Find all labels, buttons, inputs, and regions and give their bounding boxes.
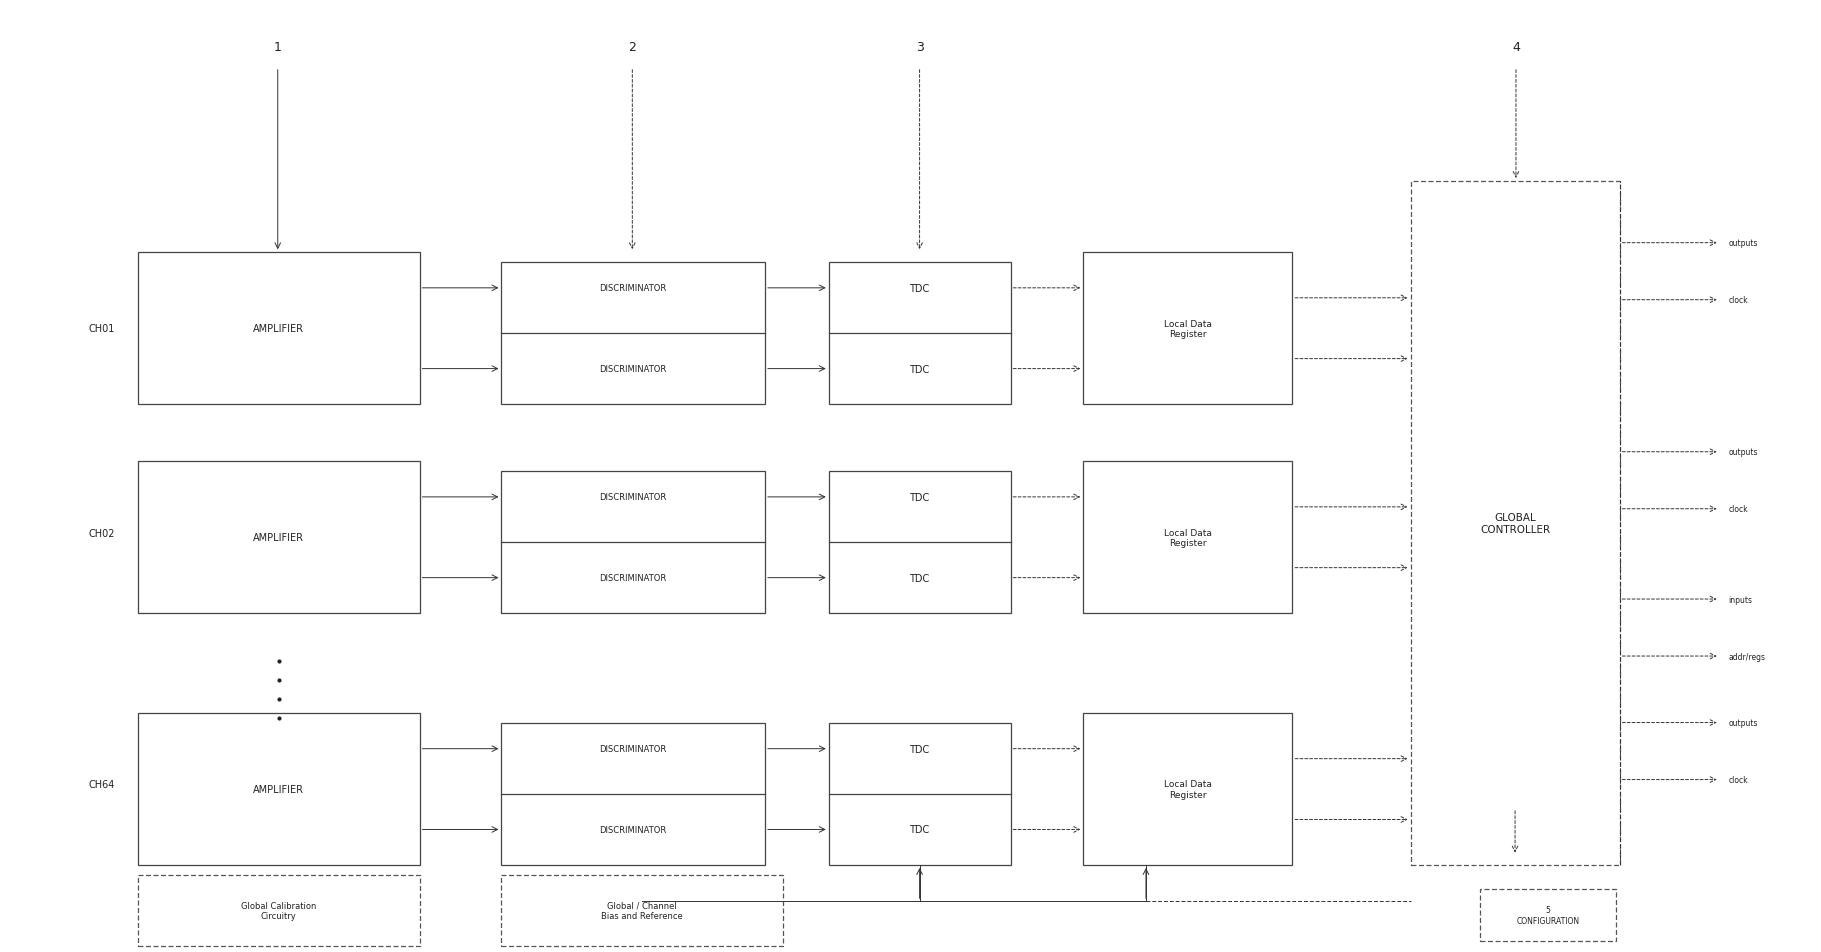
Text: CH02: CH02 (87, 528, 115, 538)
Bar (138, 462, 419, 614)
Text: 2: 2 (628, 41, 636, 53)
Text: Local Data
Register: Local Data Register (1164, 780, 1211, 799)
Text: clock: clock (1728, 775, 1748, 784)
Text: TDC: TDC (909, 284, 931, 293)
Text: Local Data
Register: Local Data Register (1164, 319, 1211, 339)
Text: DISCRIMINATOR: DISCRIMINATOR (599, 284, 666, 293)
Text: DISCRIMINATOR: DISCRIMINATOR (599, 744, 666, 753)
Bar (501, 723, 765, 865)
Bar (138, 713, 419, 865)
Text: clock: clock (1728, 505, 1748, 514)
Text: outputs: outputs (1728, 719, 1759, 727)
Text: CH64: CH64 (87, 780, 115, 789)
Text: DISCRIMINATOR: DISCRIMINATOR (599, 573, 666, 583)
Text: 3: 3 (916, 41, 923, 53)
Text: TDC: TDC (909, 824, 931, 835)
Text: clock: clock (1728, 296, 1748, 305)
Text: inputs: inputs (1728, 595, 1752, 604)
Text: AMPLIFIER: AMPLIFIER (253, 324, 304, 334)
Text: TDC: TDC (909, 744, 931, 754)
Text: 5
CONFIGURATION: 5 CONFIGURATION (1517, 905, 1579, 924)
Bar (829, 723, 1011, 865)
Bar (1480, 889, 1615, 942)
Text: AMPLIFIER: AMPLIFIER (253, 784, 304, 794)
Text: Local Data
Register: Local Data Register (1164, 528, 1211, 547)
Text: DISCRIMINATOR: DISCRIMINATOR (599, 825, 666, 834)
Text: outputs: outputs (1728, 239, 1759, 248)
Bar (1083, 713, 1293, 865)
Text: 1: 1 (273, 41, 282, 53)
Text: AMPLIFIER: AMPLIFIER (253, 533, 304, 543)
Text: outputs: outputs (1728, 447, 1759, 457)
Text: TDC: TDC (909, 492, 931, 503)
Text: GLOBAL
CONTROLLER: GLOBAL CONTROLLER (1480, 513, 1550, 534)
Text: TDC: TDC (909, 365, 931, 374)
Bar (829, 263, 1011, 405)
Text: DISCRIMINATOR: DISCRIMINATOR (599, 493, 666, 502)
Bar (501, 471, 765, 614)
Text: CH01: CH01 (87, 324, 115, 334)
Bar (1411, 182, 1619, 865)
Text: Global / Channel
Bias and Reference: Global / Channel Bias and Reference (601, 901, 683, 920)
Text: 4: 4 (1511, 41, 1521, 53)
Text: addr/regs: addr/regs (1728, 652, 1766, 661)
Text: Global Calibration
Circuitry: Global Calibration Circuitry (240, 901, 317, 920)
Bar (138, 875, 419, 946)
Bar (138, 253, 419, 405)
Text: TDC: TDC (909, 573, 931, 583)
Text: DISCRIMINATOR: DISCRIMINATOR (599, 365, 666, 374)
Bar (501, 875, 783, 946)
Bar (1083, 462, 1293, 614)
Bar (501, 263, 765, 405)
Bar (1083, 253, 1293, 405)
Bar (829, 471, 1011, 614)
